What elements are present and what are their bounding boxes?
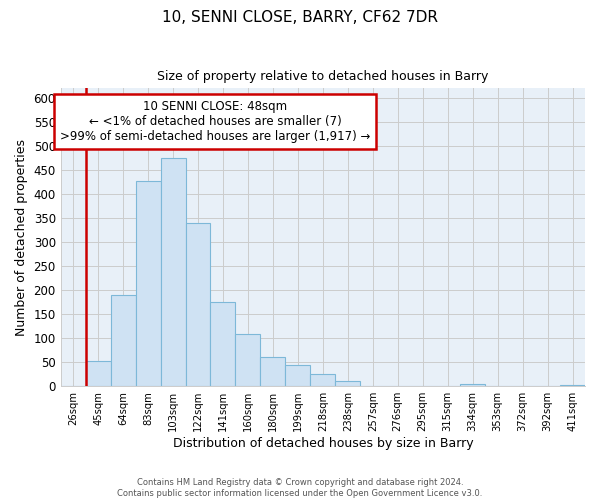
Title: Size of property relative to detached houses in Barry: Size of property relative to detached ho… [157,70,488,83]
Bar [110,296,136,386]
Text: 10 SENNI CLOSE: 48sqm
← <1% of detached houses are smaller (7)
>99% of semi-deta: 10 SENNI CLOSE: 48sqm ← <1% of detached … [60,100,371,143]
Bar [260,358,286,386]
Bar [185,224,211,386]
Text: Contains HM Land Registry data © Crown copyright and database right 2024.
Contai: Contains HM Land Registry data © Crown c… [118,478,482,498]
Bar [136,180,161,386]
Bar [86,361,110,386]
Bar [460,384,485,386]
Bar [161,158,185,386]
Bar [560,385,585,386]
Bar [286,365,310,386]
Text: 10, SENNI CLOSE, BARRY, CF62 7DR: 10, SENNI CLOSE, BARRY, CF62 7DR [162,10,438,25]
Bar [335,382,360,386]
Bar [235,334,260,386]
Y-axis label: Number of detached properties: Number of detached properties [15,139,28,336]
X-axis label: Distribution of detached houses by size in Barry: Distribution of detached houses by size … [173,437,473,450]
Bar [310,374,335,386]
Bar [211,302,235,386]
